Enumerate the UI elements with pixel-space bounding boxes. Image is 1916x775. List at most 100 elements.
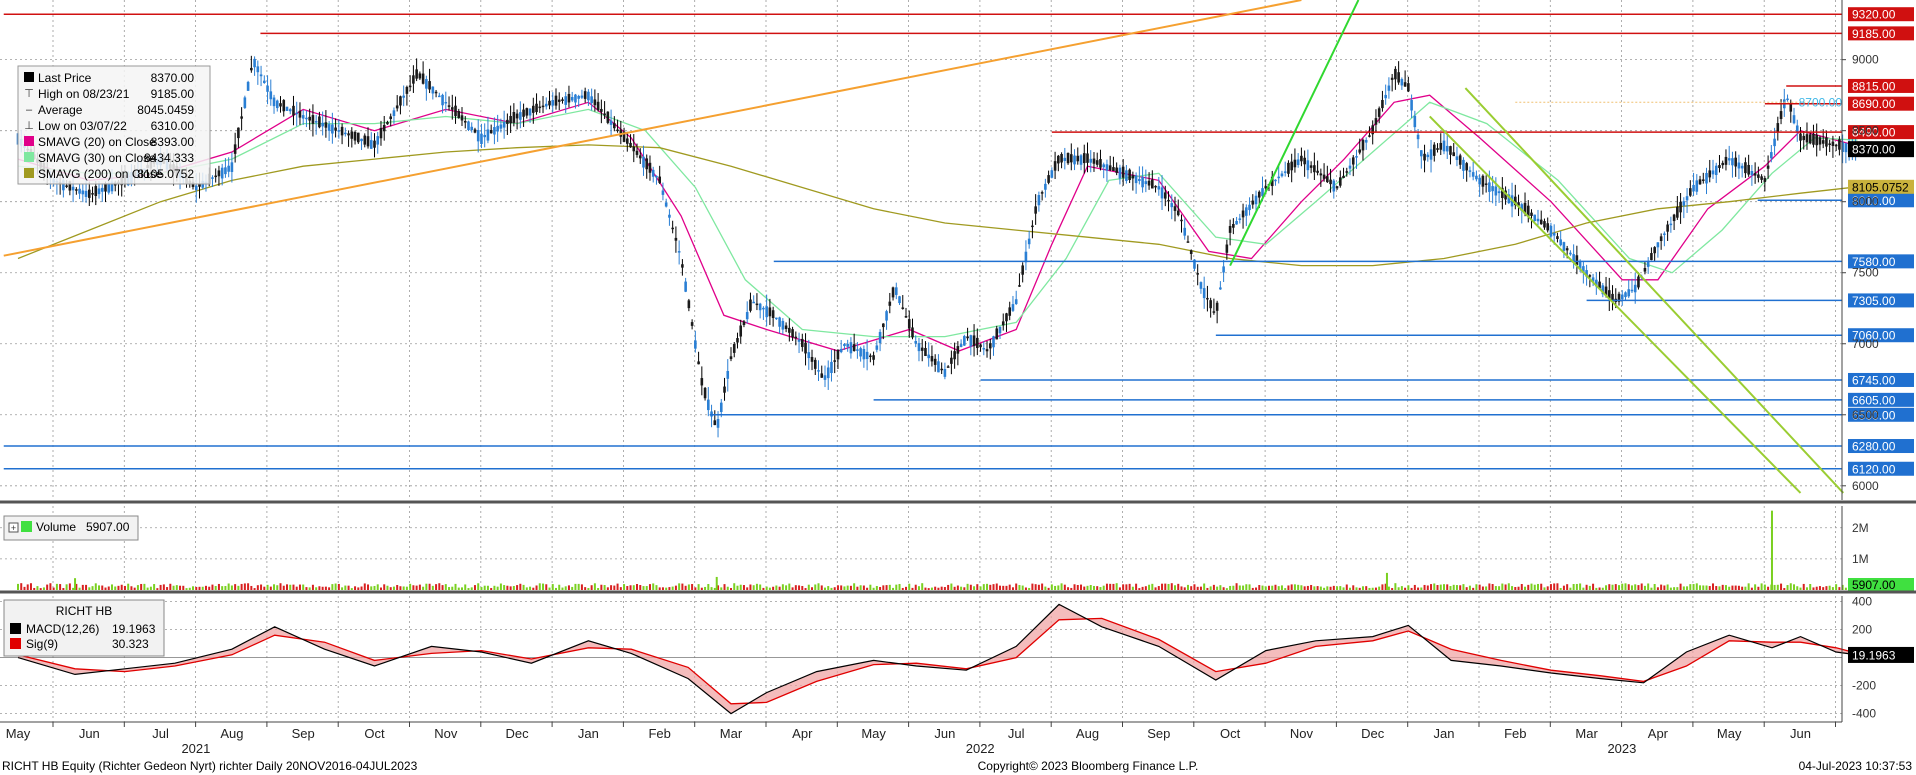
volume-bar — [1063, 584, 1066, 590]
candle-body — [1682, 201, 1686, 206]
volume-bar — [1186, 584, 1189, 590]
legend-label: Last Price — [38, 71, 92, 85]
candle-body — [321, 122, 324, 127]
volume-last-label-bg — [1848, 578, 1914, 592]
candle-body — [998, 326, 1002, 334]
volume-bar — [1724, 585, 1727, 590]
level-label-bg — [1848, 7, 1914, 22]
volume-collapse-icon[interactable] — [8, 522, 19, 533]
candle-body — [369, 140, 373, 149]
volume-bar — [94, 583, 97, 590]
volume-bar — [1459, 585, 1462, 590]
candle-body — [862, 348, 866, 360]
volume-bar — [230, 585, 233, 590]
volume-bar — [554, 587, 557, 590]
level-label-bg — [1848, 372, 1914, 387]
candle-body — [969, 335, 973, 347]
volume-bar — [341, 587, 344, 590]
legend-label: Average — [38, 103, 83, 117]
volume-bar — [1579, 583, 1582, 590]
volume-bar — [282, 585, 285, 590]
volume-bar — [1177, 583, 1180, 590]
volume-bar — [917, 586, 920, 590]
candle-body — [1620, 294, 1624, 300]
volume-bar — [623, 584, 626, 590]
volume-bar — [875, 585, 878, 590]
trend-line-1 — [1229, 0, 1360, 267]
volume-bar — [117, 585, 120, 590]
volume-bar — [752, 585, 755, 590]
volume-bar — [1180, 586, 1183, 590]
volume-bar — [331, 584, 334, 590]
volume-bar — [1682, 586, 1685, 590]
volume-legend[interactable]: + Volume 5907.00 — [3, 515, 139, 541]
volume-bar — [234, 584, 237, 590]
candle-body — [1773, 138, 1776, 147]
macd-legend[interactable]: RICHT HB MACD(12,26) 19.1963 Sig(9) 30.3… — [3, 599, 165, 657]
volume-bar — [503, 585, 506, 590]
volume-bar — [240, 583, 243, 590]
candle-body — [1283, 171, 1287, 173]
volume-bar — [1640, 583, 1643, 590]
volume-bar — [1585, 584, 1588, 590]
candle-body — [71, 186, 75, 191]
volume-bar — [717, 585, 720, 590]
footer-security-info: RICHT HB Equity (Richter Gedeon Nyrt) ri… — [2, 759, 418, 773]
candle-body — [366, 136, 370, 147]
volume-bar — [1767, 586, 1770, 590]
volume-bar — [337, 583, 340, 590]
candle-body — [810, 356, 814, 362]
candle-body — [1520, 204, 1524, 211]
volume-bar — [1825, 586, 1828, 590]
volume-bar — [765, 586, 768, 590]
volume-bar — [684, 585, 687, 590]
candle-body — [677, 251, 681, 253]
volume-bar — [59, 584, 62, 590]
volume-bar — [243, 583, 246, 590]
candle-body — [719, 402, 723, 412]
candle-body — [447, 105, 451, 107]
month-label: Nov — [1290, 726, 1314, 741]
macd-color-swatch — [10, 623, 21, 634]
candle-body — [1225, 244, 1229, 253]
candle-body — [1770, 152, 1773, 159]
volume-bar — [772, 586, 775, 590]
candle-body — [1630, 289, 1634, 292]
candle-body — [694, 340, 697, 349]
volume-bar — [509, 586, 512, 590]
volume-bar — [1773, 584, 1776, 590]
candle-body — [1261, 188, 1264, 197]
candle-body — [1523, 202, 1527, 214]
candle-body — [1151, 179, 1154, 189]
volume-bar — [477, 583, 480, 590]
legend-value: 8370.00 — [151, 71, 195, 85]
candle-body — [1105, 164, 1109, 171]
candle-body — [81, 190, 85, 195]
volume-bar — [1336, 586, 1339, 590]
candle-body — [775, 317, 778, 320]
legend-label: SMAVG (20) on Close — [38, 135, 156, 149]
volume-bar — [1277, 586, 1280, 590]
macd-tick-label: -400 — [1852, 707, 1876, 721]
candle-body — [305, 117, 308, 120]
footer-timestamp: 04-Jul-2023 10:37:53 — [1799, 759, 1913, 773]
candle-body — [1624, 292, 1627, 298]
volume-bar — [357, 587, 360, 590]
candle-body — [1711, 170, 1715, 175]
candle-body — [1802, 135, 1806, 141]
volume-bar — [697, 584, 700, 590]
volume-bar — [412, 585, 415, 590]
volume-bar — [1144, 586, 1147, 590]
volume-bar — [1167, 583, 1170, 590]
volume-bar — [1319, 586, 1322, 590]
volume-bar — [898, 583, 901, 590]
candle-body — [937, 361, 940, 373]
price-legend[interactable]: Last Price 8370.00 ⊤ High on 08/23/21 9185.0… — [17, 65, 211, 185]
volume-bar — [1695, 583, 1698, 590]
volume-bar — [1417, 587, 1420, 590]
candle-body — [869, 355, 872, 358]
legend-label: Low on 03/07/22 — [38, 119, 127, 133]
volume-bar — [156, 588, 159, 590]
volume-bar — [1686, 586, 1689, 590]
candle-body — [1160, 187, 1164, 199]
